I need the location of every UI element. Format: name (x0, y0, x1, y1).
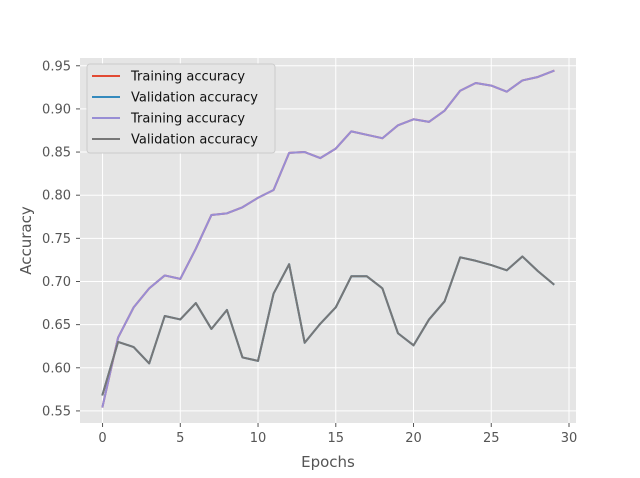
y-tick-label: 0.60 (42, 361, 71, 376)
legend-label: Validation accuracy (131, 133, 258, 148)
legend-label: Training accuracy (130, 70, 245, 85)
series-lines (101, 69, 555, 408)
y-tick-label: 0.80 (42, 189, 71, 204)
x-tick-label: 20 (405, 431, 422, 446)
y-tick-label: 0.90 (42, 102, 71, 117)
series-line-3 (101, 69, 555, 408)
x-tick-label: 25 (483, 431, 500, 446)
y-tick-label: 0.75 (42, 232, 71, 247)
y-tick-label: 0.65 (42, 318, 71, 333)
y-tick-label: 0.70 (42, 275, 71, 290)
legend: Training accuracy Validation accuracy Trai… (86, 63, 276, 154)
legend-label: Training accuracy (130, 112, 245, 127)
axis-ticks: 0 5 10 15 20 25 30 0.55 0.60 0.65 0.70 0.75 0.80 0.85… (42, 59, 577, 446)
y-tick-label: 0.55 (42, 404, 71, 419)
y-tick-label: 0.95 (42, 59, 71, 74)
y-tick-label: 0.85 (42, 146, 71, 161)
x-tick-label: 10 (250, 431, 267, 446)
legend-box (86, 63, 276, 154)
x-tick-label: 5 (176, 431, 184, 446)
y-axis-title: Accuracy (17, 206, 35, 275)
x-axis-title: Epochs (301, 453, 355, 471)
x-tick-label: 0 (98, 431, 106, 446)
legend-label: Validation accuracy (131, 91, 258, 106)
series-line-4 (101, 255, 555, 396)
x-tick-label: 30 (561, 431, 578, 446)
x-tick-label: 15 (328, 431, 345, 446)
